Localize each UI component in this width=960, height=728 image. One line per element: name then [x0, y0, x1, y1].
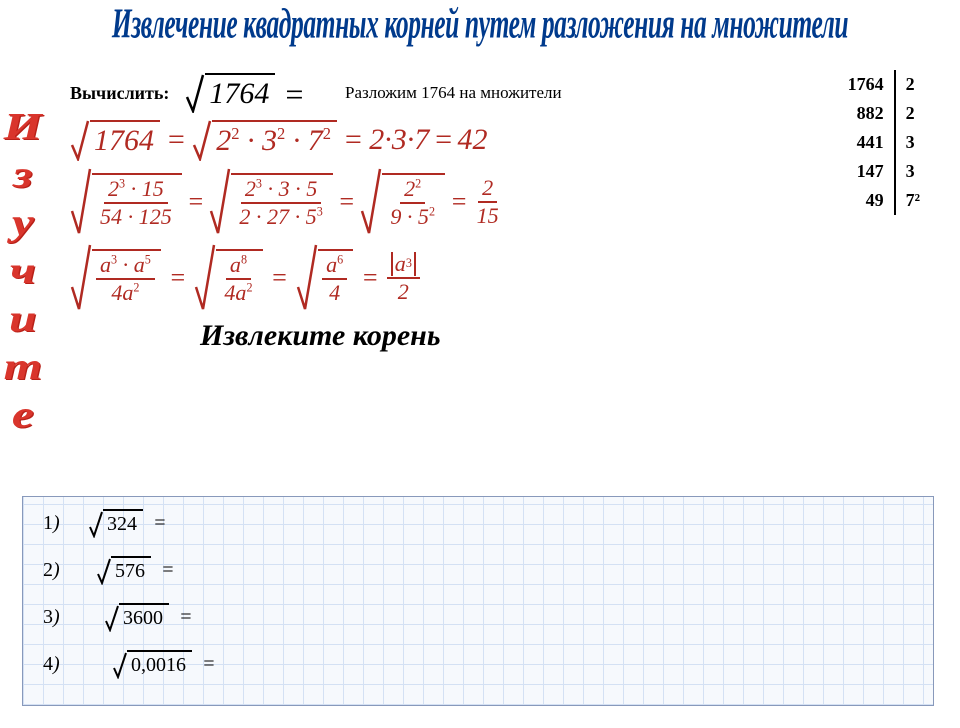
vertical-label: И з у ч и т е: [4, 103, 42, 439]
exercise-3: 3) 3600 =: [43, 603, 913, 632]
page-title: Извлечение квадратных корней путем разло…: [72, 1, 888, 49]
equation-1: 1764 = 22 · 32 · 72 = 2·3·7 = 42: [70, 119, 940, 161]
equation-3: a3 · a54a2 = a84a2 = a64 = a32: [70, 243, 940, 313]
equation-2: 23 · 1554 · 125 = 23 · 3 · 52 · 27 · 53 …: [70, 167, 940, 237]
calculate-label: Вычислить:: [70, 83, 169, 104]
exercise-4: 4) 0,0016 =: [43, 650, 913, 679]
calculate-line: Вычислить: 1764 = Разложим 1764 на множи…: [70, 73, 940, 113]
exercise-1: 1) 324 =: [43, 509, 913, 538]
decompose-note: Разложим 1764 на множители: [345, 83, 562, 103]
exercise-title: Извлеките корень: [200, 319, 940, 353]
content-area: Вычислить: 1764 = Разложим 1764 на множи…: [70, 73, 940, 353]
exercise-box: 1) 324 = 2) 576 = 3) 3600 = 4) 0,0016 =: [22, 496, 934, 706]
exercise-2: 2) 576 =: [43, 556, 913, 585]
